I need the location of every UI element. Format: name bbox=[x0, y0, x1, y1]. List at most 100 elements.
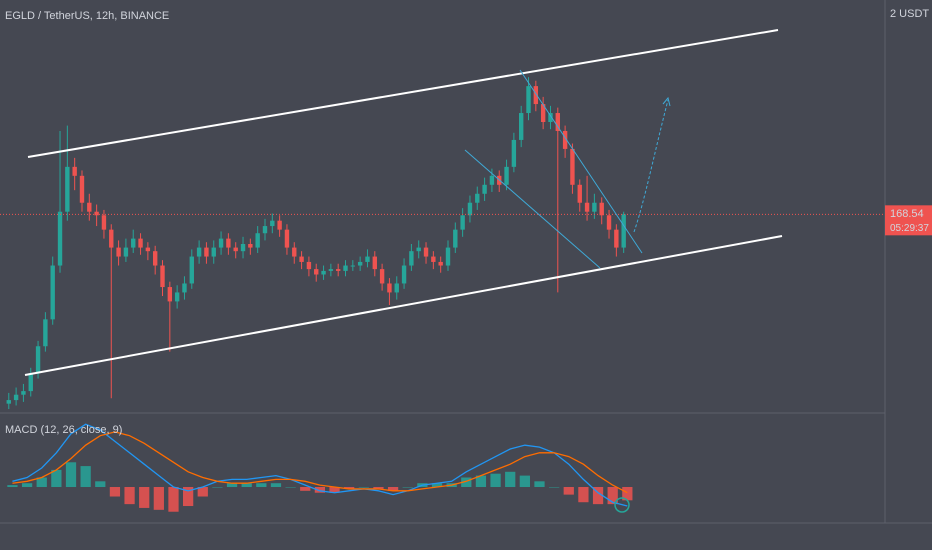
drawings bbox=[24, 29, 783, 513]
candle-body bbox=[123, 247, 129, 257]
histogram-bar bbox=[256, 483, 267, 488]
candle-body bbox=[189, 256, 194, 284]
candle-body bbox=[43, 319, 48, 347]
histogram-bar bbox=[212, 487, 223, 488]
candle-body bbox=[621, 214, 626, 248]
candle-body bbox=[518, 113, 524, 140]
candle-body bbox=[387, 283, 392, 293]
candle-body bbox=[570, 148, 575, 185]
candle-body bbox=[482, 184, 487, 194]
candle-body bbox=[467, 202, 473, 216]
candle-body bbox=[277, 220, 282, 230]
candle-body bbox=[79, 175, 85, 203]
histogram-bar bbox=[109, 487, 121, 497]
histogram-bar bbox=[387, 487, 399, 491]
candle-body bbox=[343, 265, 348, 271]
candle-body bbox=[584, 202, 590, 212]
candle-body bbox=[167, 287, 173, 302]
candle-body bbox=[262, 226, 268, 234]
channel-top bbox=[27, 29, 779, 158]
candle-body bbox=[614, 229, 619, 248]
candle-body bbox=[328, 269, 334, 271]
candle-body bbox=[284, 229, 290, 248]
histogram-bar bbox=[607, 487, 618, 505]
histogram-bar bbox=[153, 487, 164, 510]
candle-body bbox=[562, 130, 568, 149]
candle-body bbox=[409, 251, 414, 266]
candle-body bbox=[21, 391, 26, 395]
histogram-bar bbox=[7, 485, 18, 488]
candle-body bbox=[6, 400, 11, 404]
chart-title: EGLD / TetherUS, 12h, BINANCE bbox=[5, 10, 169, 22]
candle-body bbox=[218, 238, 224, 248]
candle-body bbox=[321, 270, 326, 275]
candle-body bbox=[145, 247, 151, 252]
candle-body bbox=[255, 233, 260, 248]
candle-body bbox=[72, 166, 77, 176]
histogram-bar bbox=[431, 483, 443, 488]
candle-body bbox=[50, 265, 55, 320]
candle-body bbox=[423, 247, 429, 257]
histogram-bar bbox=[36, 477, 47, 488]
candle-body bbox=[401, 265, 407, 284]
candle-body bbox=[138, 238, 143, 248]
histogram-bar bbox=[505, 471, 516, 488]
histogram-bar bbox=[168, 487, 179, 512]
candle-body bbox=[248, 243, 253, 248]
candle-body bbox=[526, 86, 531, 114]
projection-arrow bbox=[633, 99, 669, 233]
histogram-bar bbox=[534, 481, 545, 488]
candle-body bbox=[416, 247, 421, 252]
highlight-circle bbox=[614, 497, 630, 513]
histogram-bar bbox=[622, 487, 633, 501]
candle-body bbox=[182, 283, 187, 293]
countdown: 05:29:37 bbox=[890, 223, 929, 234]
candle-body bbox=[211, 247, 216, 257]
candle-body bbox=[599, 202, 604, 216]
candle-body bbox=[152, 251, 158, 266]
histogram-bar bbox=[344, 487, 355, 489]
histogram-bar bbox=[373, 487, 384, 489]
candle-body bbox=[233, 247, 238, 252]
histogram-bar bbox=[563, 487, 574, 495]
candle-body bbox=[204, 247, 209, 257]
candle-body bbox=[335, 269, 341, 271]
candle-body bbox=[306, 261, 312, 270]
candle-body bbox=[372, 256, 377, 270]
candle-body bbox=[577, 184, 582, 203]
histogram-bar bbox=[519, 475, 530, 488]
candle-body bbox=[116, 247, 121, 257]
candle-body bbox=[65, 166, 70, 212]
candle-body bbox=[460, 215, 465, 230]
axes: 168.54 05:29:37 bbox=[885, 205, 932, 236]
histogram-bar bbox=[300, 487, 311, 491]
candle-body bbox=[548, 113, 553, 122]
histogram-bar bbox=[21, 483, 33, 488]
candle-body bbox=[94, 211, 99, 216]
histogram-bar bbox=[461, 477, 472, 488]
candle-body bbox=[431, 256, 436, 262]
channel-bottom bbox=[24, 235, 783, 376]
candle-body bbox=[350, 265, 356, 267]
histogram-bar bbox=[226, 483, 238, 488]
candle-body bbox=[606, 215, 612, 230]
histogram-bar bbox=[549, 487, 560, 488]
axis-top-label: 2 USDT bbox=[890, 8, 929, 20]
arrow-head bbox=[662, 96, 671, 107]
histogram-bar bbox=[314, 487, 326, 493]
candle-body bbox=[379, 269, 385, 284]
candle-body bbox=[489, 175, 495, 185]
last-price-label: 168.54 bbox=[890, 208, 924, 220]
candle-body bbox=[160, 265, 165, 288]
last-price-box bbox=[885, 205, 932, 236]
candle-body bbox=[292, 247, 297, 257]
histogram-bar bbox=[80, 466, 91, 488]
candle-body bbox=[592, 202, 597, 212]
candle-body bbox=[13, 394, 19, 401]
candle-body bbox=[270, 220, 275, 227]
candle-body bbox=[196, 247, 202, 257]
candle-body bbox=[445, 247, 451, 266]
histogram-bar bbox=[65, 462, 77, 488]
candle-body bbox=[226, 238, 231, 248]
